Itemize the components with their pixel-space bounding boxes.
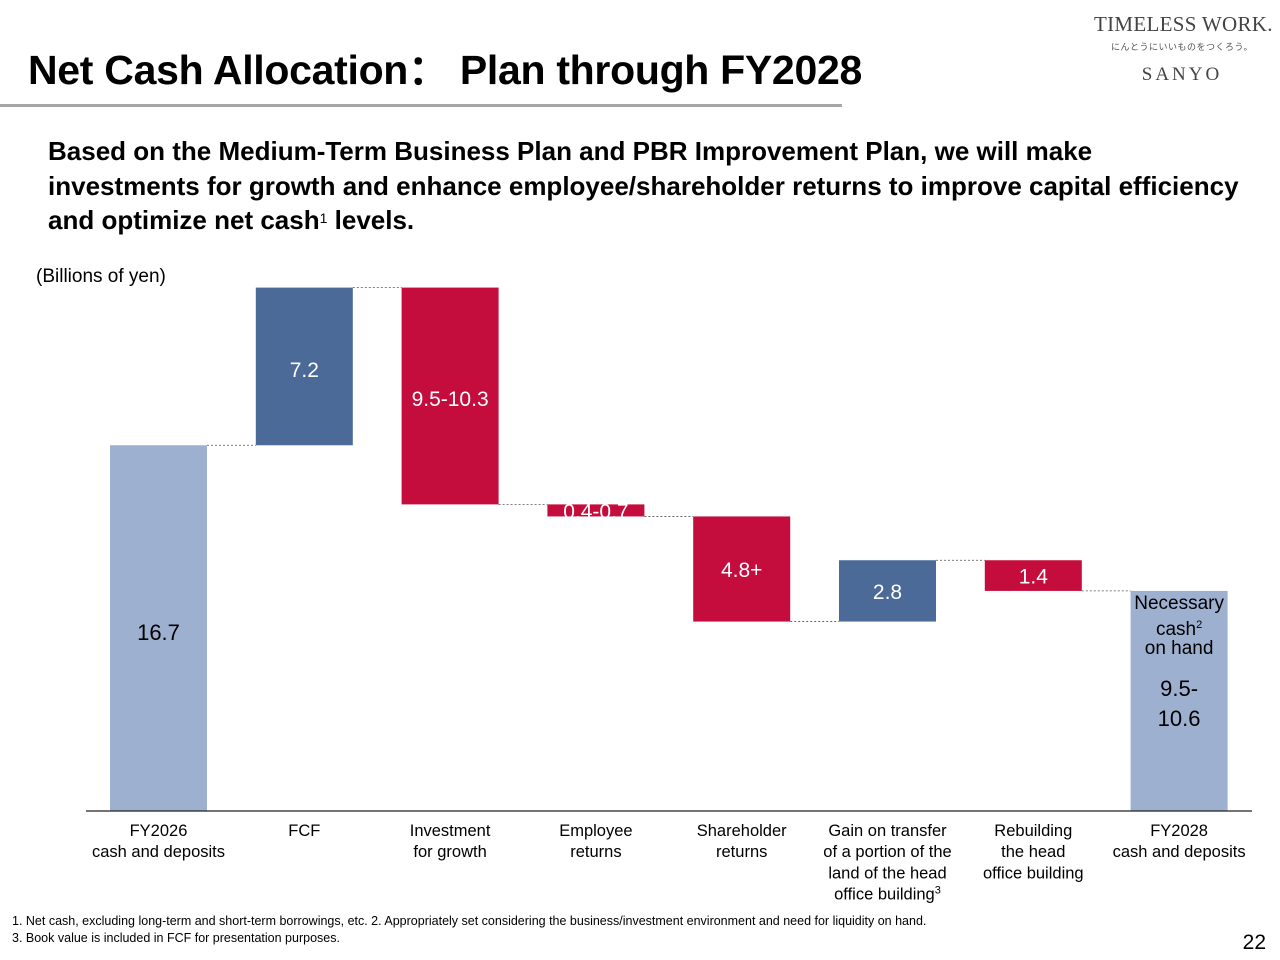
waterfall-chart: 16.7 7.2 9.5-10.3 0.4-0.7 4.8+ 2.8 1.4 9.5-10.6… xyxy=(86,287,1252,904)
units-label: (Billions of yen) xyxy=(36,266,166,287)
category-label-5: Shareholder returns xyxy=(697,822,787,861)
waterfall-bar-3 xyxy=(401,287,499,505)
footnote-line-1: 1. Net cash, excluding long-term and sho… xyxy=(12,914,927,928)
waterfall-bar-2 xyxy=(255,287,353,446)
waterfall-bar-5 xyxy=(693,516,791,622)
waterfall-bar-1 xyxy=(110,445,207,811)
page-number: 22 xyxy=(1242,931,1266,954)
logo-brand: SANYO xyxy=(1141,64,1223,85)
logo-tagline: にんとうにいいものをつくろう。 xyxy=(1111,42,1253,52)
final-bar-note: Necessary cash2 on hand xyxy=(1134,593,1224,659)
category-label-8: FY2028 cash and deposits xyxy=(1113,822,1246,861)
bar-value-label-5: 4.8+ xyxy=(721,559,762,582)
page-title: Net Cash Allocation： Plan through FY2028 xyxy=(28,47,862,93)
bar-value-label-4: 0.4-0.7 xyxy=(563,500,628,523)
category-label-4: Employee returns xyxy=(559,822,632,861)
category-label-3: Investment for growth xyxy=(410,822,491,861)
bar-value-label-3: 9.5-10.3 xyxy=(412,388,489,411)
lead-statement: Based on the Medium-Term Business Plan a… xyxy=(48,134,1248,238)
bar-value-label-8: 9.5-10.6 xyxy=(1158,676,1201,731)
bar-value-label-7: 1.4 xyxy=(1019,566,1049,589)
lead-text-end: levels. xyxy=(327,205,415,235)
waterfall-bar-6 xyxy=(839,560,936,622)
category-label-6: Gain on transfer of a portion of the land … xyxy=(823,822,951,904)
category-label-1: FY2026 cash and deposits xyxy=(92,822,225,861)
bar-value-label-6: 2.8 xyxy=(873,581,902,604)
category-label-2: FCF xyxy=(288,822,320,840)
footnote-line-2: 3. Book value is included in FCF for pre… xyxy=(12,931,340,945)
lead-footnote-marker: 1 xyxy=(319,210,328,226)
title-divider xyxy=(0,104,842,107)
bar-value-label-2: 7.2 xyxy=(290,359,319,382)
waterfall-bar-8 xyxy=(1130,590,1228,811)
logo-wordmark: TIMELESS WORK. xyxy=(1094,12,1273,36)
waterfall-bar-4 xyxy=(547,504,645,517)
bar-value-label-1: 16.7 xyxy=(137,620,180,645)
waterfall-bar-7 xyxy=(984,560,1082,591)
lead-text: Based on the Medium-Term Business Plan a… xyxy=(48,136,1239,235)
category-label-7: Rebuilding the head office building xyxy=(983,822,1084,882)
footnotes: 1. Net cash, excluding long-term and sho… xyxy=(12,913,926,947)
company-logo: TIMELESS WORK. にんとうにいいものをつくろう。 SANYO xyxy=(1094,12,1273,86)
